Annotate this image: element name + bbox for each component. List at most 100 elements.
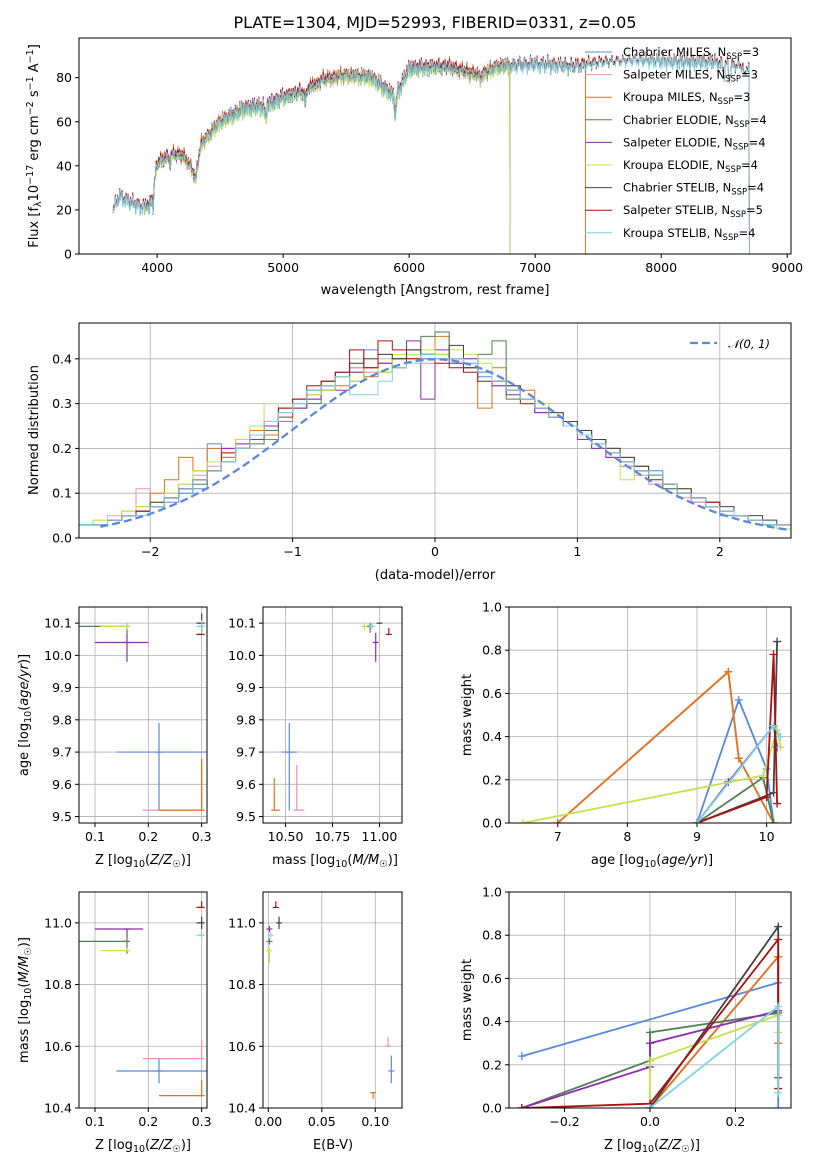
series-marker bbox=[776, 743, 785, 752]
x-tick-label: 10.75 bbox=[315, 829, 351, 844]
series-marker bbox=[774, 1088, 783, 1097]
series-marker bbox=[773, 637, 782, 646]
series-marker bbox=[734, 754, 743, 763]
x-tick-label: 0.00 bbox=[254, 1114, 282, 1129]
axes-frame bbox=[508, 606, 792, 824]
point-kroupa-miles bbox=[370, 1091, 377, 1099]
axes-frame bbox=[262, 606, 403, 824]
y-tick-label: 0.2 bbox=[482, 1057, 502, 1072]
y-tick-label: 10.1 bbox=[228, 616, 256, 631]
y-tick-label: 20 bbox=[56, 202, 72, 217]
series-marker bbox=[646, 1039, 654, 1048]
series-kroupa-miles bbox=[553, 667, 778, 823]
y-tick-label: 0.0 bbox=[482, 1101, 502, 1116]
y-axis-label: mass weight bbox=[460, 959, 475, 1041]
mass-vs-ebv-axes: 0.00 0.05 0.10 10.4 10.6 10.8 11.0 bbox=[228, 891, 403, 1129]
series-line bbox=[696, 697, 775, 823]
spectrum-axes: 4000 5000 6000 7000 8000 9000 0 20 40 60 80 Chabrie… bbox=[56, 37, 803, 275]
x-tick-label: 0.2 bbox=[726, 1114, 746, 1129]
y-tick-label: 11.0 bbox=[44, 915, 72, 930]
point-chabrier-stelib bbox=[276, 916, 283, 930]
y-tick-label: 9.8 bbox=[52, 712, 72, 727]
y-tick-label: 9.5 bbox=[236, 809, 256, 824]
legend-entry-chabrier-elodie: Chabrier ELODIE, NSSP=4 bbox=[623, 113, 767, 130]
y-tick-label: 0.4 bbox=[52, 351, 72, 366]
x-tick-label: 10 bbox=[759, 829, 775, 844]
y-tick-label: 0.4 bbox=[482, 1014, 502, 1029]
y-tick-label: 10.6 bbox=[44, 1039, 72, 1054]
x-axis-label: Z [log10(Z/Z☉)] bbox=[95, 853, 191, 870]
x-axis-label: Z [log10(Z/Z☉)] bbox=[95, 1138, 191, 1155]
point-chabrier-miles bbox=[388, 1055, 395, 1084]
x-axis-label: (data-model)/error bbox=[375, 568, 496, 583]
x-axis-label: wavelength [Angstrom, rest frame] bbox=[321, 283, 550, 298]
y-tick-label: 9.5 bbox=[52, 809, 72, 824]
point-kroupa-elodie bbox=[100, 947, 130, 952]
y-tick-label: 80 bbox=[56, 70, 72, 85]
legend-entry-salpeter-miles: Salpeter MILES, NSSP=3 bbox=[623, 68, 758, 85]
x-tick-label: 0.1 bbox=[85, 1114, 105, 1129]
point-chabrier-stelib bbox=[196, 613, 205, 633]
y-tick-label: 0.0 bbox=[52, 531, 72, 546]
x-tick-label: 7000 bbox=[519, 260, 551, 275]
x-tick-label: 0.10 bbox=[361, 1114, 389, 1129]
y-tick-label: 0.3 bbox=[52, 396, 72, 411]
x-tick-label: 9000 bbox=[771, 260, 803, 275]
series-marker bbox=[774, 922, 783, 931]
error-bars bbox=[271, 622, 392, 811]
y-tick-label: 10.8 bbox=[44, 977, 72, 992]
age-vs-metallicity-axes: 0.1 0.2 0.3 9.5 9.6 9.7 9.8 9.9 10.0 10.1 bbox=[44, 606, 212, 844]
series-marker bbox=[769, 721, 778, 730]
legend-entry-kroupa-stelib: Kroupa STELIB, NSSP=4 bbox=[623, 226, 755, 243]
point-salpeter-miles bbox=[293, 764, 305, 811]
spectrum-line-kroupa-stelib bbox=[112, 52, 750, 254]
x-tick-label: −1 bbox=[283, 544, 301, 559]
series-marker bbox=[774, 1104, 783, 1108]
point-chabrier-stelib bbox=[196, 916, 205, 930]
point-kroupa-stelib bbox=[368, 623, 375, 630]
series-line bbox=[649, 954, 780, 1108]
y-tick-label: 11.0 bbox=[228, 915, 256, 930]
axes-frame bbox=[508, 891, 792, 1109]
series-salpeter-miles bbox=[553, 667, 778, 823]
point-salpeter-elodie bbox=[95, 632, 149, 662]
series-marker bbox=[646, 1104, 654, 1108]
point-kroupa-miles bbox=[159, 1080, 205, 1097]
series-kroupa-stelib bbox=[693, 721, 785, 823]
point-salpeter-stelib bbox=[272, 901, 279, 909]
point-salpeter-miles bbox=[143, 764, 205, 811]
residual-histogram-axes: −2 −1 0 1 2 0.0 0.1 0.2 0.3 0.4 𝒩(0, 1) bbox=[52, 322, 792, 559]
x-tick-label: 0.0 bbox=[640, 1114, 660, 1129]
legend-entry-chabrier-miles: Chabrier MILES, NSSP=3 bbox=[623, 45, 759, 62]
series-line bbox=[557, 669, 775, 823]
series-line bbox=[521, 1009, 779, 1108]
x-tick-label: 2 bbox=[716, 544, 724, 559]
point-salpeter-elodie bbox=[372, 632, 379, 662]
spectrum-legend: Chabrier MILES, NSSP=3 Salpeter MILES, NS… bbox=[585, 45, 767, 243]
x-tick-label: 0.05 bbox=[308, 1114, 336, 1129]
x-axis-label: E(B-V) bbox=[313, 1138, 353, 1153]
axes-frame bbox=[78, 322, 792, 539]
y-tick-label: 1.0 bbox=[482, 885, 502, 900]
series-marker bbox=[774, 935, 783, 944]
axes-frame bbox=[78, 606, 208, 824]
legend-entry-salpeter-elodie: Salpeter ELODIE, NSSP=4 bbox=[623, 135, 766, 152]
series-marker bbox=[734, 695, 743, 704]
axes-frame bbox=[78, 37, 792, 255]
point-kroupa-elodie bbox=[266, 947, 273, 963]
point-kroupa-stelib bbox=[267, 932, 274, 939]
series-line bbox=[557, 669, 775, 823]
x-axis-label: Z [log10(Z/Z☉)] bbox=[604, 1138, 700, 1155]
y-tick-label: 0.2 bbox=[482, 772, 502, 787]
point-chabrier-elodie bbox=[79, 938, 130, 954]
series-line bbox=[649, 923, 780, 1108]
series-marker bbox=[773, 799, 782, 808]
series-kroupa-stelib bbox=[646, 1002, 783, 1108]
y-axis-label: mass [log10(M/M☉)] bbox=[17, 937, 34, 1063]
series-marker bbox=[762, 793, 771, 802]
x-tick-label: 8000 bbox=[645, 260, 677, 275]
y-tick-label: 40 bbox=[56, 158, 72, 173]
series-marker bbox=[646, 1028, 654, 1037]
point-chabrier-miles bbox=[116, 1058, 207, 1084]
